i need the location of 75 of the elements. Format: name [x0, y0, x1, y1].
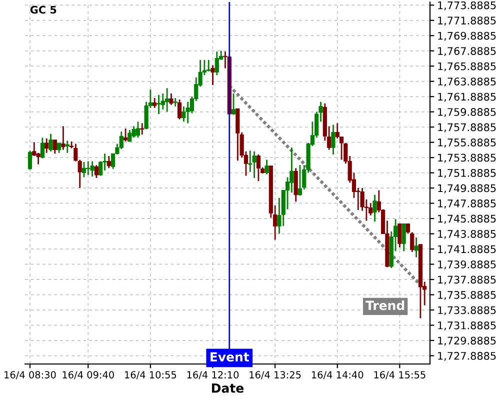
candlestick — [414, 236, 418, 258]
candlestick — [182, 106, 186, 122]
y-tick-label: 1,731.8885 — [438, 321, 496, 330]
candlestick — [128, 129, 132, 142]
candlestick — [331, 124, 336, 156]
candlestick — [214, 50, 219, 76]
candlestick — [102, 152, 107, 172]
candlestick — [136, 120, 140, 138]
candlestick — [94, 164, 98, 179]
x-tick-label: 16/4 12:10 — [187, 371, 239, 380]
candlestick — [40, 136, 44, 159]
x-tick-label: 16/4 13:25 — [250, 371, 301, 380]
y-tick-label: 1,733.8885 — [438, 306, 496, 316]
candlestick — [106, 155, 111, 169]
candlestick — [252, 150, 256, 179]
candlestick — [165, 87, 170, 112]
candlestick — [90, 160, 94, 178]
y-tick-label: 1,739.8885 — [438, 260, 496, 270]
candlestick — [231, 92, 236, 116]
y-tick-label: 1,749.8885 — [438, 184, 496, 194]
y-tick-label: 1,743.8885 — [438, 230, 496, 239]
y-tick-label: 1,761.8885 — [438, 92, 496, 102]
candlestick — [140, 122, 144, 136]
candlestick — [169, 92, 174, 106]
candlestick — [48, 133, 53, 152]
candlestick — [28, 150, 32, 170]
candlestick — [256, 154, 260, 182]
candlestick — [177, 98, 182, 120]
candlestick — [368, 202, 373, 216]
annotation: Event — [210, 352, 250, 362]
candlestick — [298, 164, 302, 196]
y-tick-label: 1,771.8885 — [438, 16, 496, 26]
x-tick-label: 16/4 09:40 — [62, 371, 114, 380]
candlestick — [82, 161, 86, 178]
y-tick-label: 1,755.8885 — [438, 138, 496, 148]
x-tick-label: 16/4 15:55 — [374, 371, 426, 380]
y-tick-label: 1,745.8885 — [438, 214, 496, 224]
y-tick-label: 1,727.8885 — [438, 352, 496, 361]
candlestick — [57, 142, 62, 154]
y-tick-label: 1,759.8885 — [438, 108, 496, 117]
y-tick-label: 1,735.8885 — [438, 290, 496, 300]
y-tick-label: 1,763.8885 — [438, 78, 496, 87]
y-tick-label: 1,753.8885 — [438, 154, 496, 163]
candlestick — [132, 126, 136, 138]
y-tick-label: 1,757.8885 — [438, 123, 496, 132]
candlestick — [65, 140, 70, 154]
y-tick-label: 1,751.8885 — [438, 169, 496, 178]
candlestick — [210, 64, 215, 86]
series-label: Trend — [366, 300, 404, 310]
y-tick-label: 1,773.8885 — [438, 1, 496, 10]
candlestick — [206, 59, 211, 72]
candlestick — [52, 139, 57, 154]
x-tick-label: 16/4 08:30 — [4, 371, 56, 380]
candlestick — [402, 223, 406, 252]
x-tick-label: 16/4 14:40 — [312, 371, 364, 380]
candlestick — [44, 138, 49, 154]
y-tick-label: 1,769.8885 — [438, 32, 496, 41]
y-tick-label: 1,729.8885 — [438, 336, 496, 346]
x-axis-title: Date — [212, 384, 244, 393]
y-tick-label: 1,747.8885 — [438, 200, 496, 208]
candlestick — [61, 126, 66, 151]
y-tick-label: 1,737.8885 — [438, 276, 496, 285]
x-tick-label: 16/4 10:55 — [125, 371, 176, 380]
y-tick-label: 1,767.8885 — [438, 47, 496, 56]
candlestick — [152, 97, 157, 109]
candlestick — [372, 194, 377, 222]
candlestick — [123, 128, 128, 142]
candlestick — [294, 167, 298, 202]
y-tick-label: 1,741.8885 — [438, 245, 496, 254]
candlestick — [156, 94, 161, 115]
candlestick — [398, 223, 402, 248]
candlestick — [264, 159, 269, 175]
candlestick — [335, 122, 340, 140]
y-tick-label: 1,765.8885 — [438, 62, 496, 72]
chart-title: GC 5 — [30, 6, 56, 14]
